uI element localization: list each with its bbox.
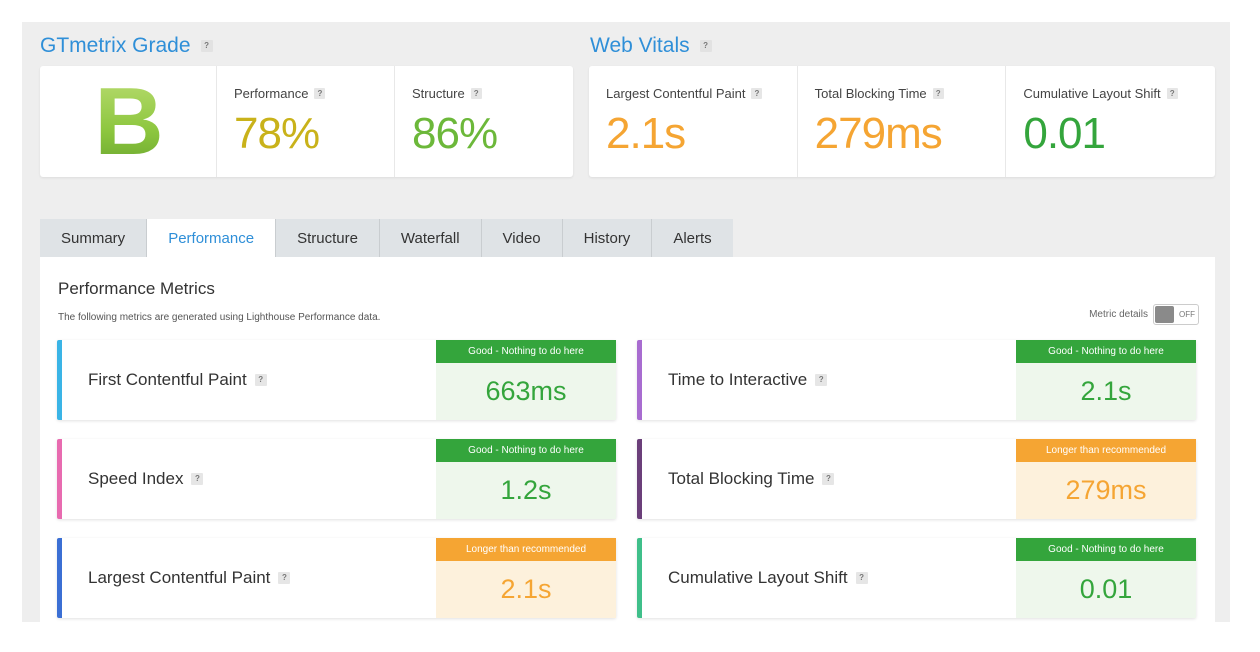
metric-color-bar xyxy=(57,538,62,618)
metric-status-badge: Longer than recommended xyxy=(1016,439,1196,462)
metric-status-badge: Good - Nothing to do here xyxy=(436,340,616,363)
help-icon[interactable]: ? xyxy=(191,473,204,485)
metric-name: Total Blocking Time ? xyxy=(642,439,1016,519)
metric-status-badge: Good - Nothing to do here xyxy=(1016,340,1196,363)
vital-tbt-label-text: Total Blocking Time xyxy=(814,86,927,101)
help-icon[interactable]: ? xyxy=(278,572,291,584)
metric-name: Speed Index ? xyxy=(62,439,436,519)
gtmetrix-grade-title-text: GTmetrix Grade xyxy=(40,34,191,57)
tab-alerts[interactable]: Alerts xyxy=(652,219,733,257)
metric-result: Longer than recommended 279ms xyxy=(1016,439,1196,519)
metric-name: Time to Interactive ? xyxy=(642,340,1016,420)
vital-tbt-label: Total Blocking Time ? xyxy=(815,86,1006,101)
performance-content: Performance Metrics The following metric… xyxy=(40,257,1215,637)
metric-row-fcp: First Contentful Paint ? Good - Nothing … xyxy=(57,340,616,420)
metric-name-text: Cumulative Layout Shift xyxy=(668,568,848,587)
tab-history[interactable]: History xyxy=(562,219,653,257)
web-vitals-card: Largest Contentful Paint ? 2.1s Total Bl… xyxy=(589,66,1215,177)
metric-details-label: Metric details xyxy=(1089,309,1148,320)
tab-waterfall[interactable]: Waterfall xyxy=(379,219,482,257)
metric-row-lcp: Largest Contentful Paint ? Longer than r… xyxy=(57,538,616,618)
metric-value: 2.1s xyxy=(1016,363,1196,420)
gtmetrix-grade-title: GTmetrix Grade ? xyxy=(40,34,213,58)
metric-color-bar xyxy=(637,439,642,519)
metric-name-text: Largest Contentful Paint xyxy=(88,568,271,587)
toggle-knob xyxy=(1155,306,1174,323)
web-vitals-title: Web Vitals ? xyxy=(590,34,712,58)
help-icon[interactable]: ? xyxy=(314,88,326,99)
help-icon[interactable]: ? xyxy=(1166,88,1178,99)
vital-lcp-label: Largest Contentful Paint ? xyxy=(606,86,797,101)
metric-row-tti: Time to Interactive ? Good - Nothing to … xyxy=(637,340,1196,420)
structure-label: Structure ? xyxy=(412,86,573,101)
metric-color-bar xyxy=(637,340,642,420)
help-icon[interactable]: ? xyxy=(254,374,267,386)
structure-label-text: Structure xyxy=(412,86,465,101)
toggle-state-text: OFF xyxy=(1179,310,1195,319)
metric-details-control: Metric details OFF xyxy=(1089,304,1199,325)
metric-name-text: Speed Index xyxy=(88,469,184,488)
metric-name-text: Time to Interactive xyxy=(668,370,808,389)
performance-metrics-title: Performance Metrics xyxy=(58,279,215,298)
performance-cell: Performance ? 78% xyxy=(217,66,395,177)
vital-tbt-cell: Total Blocking Time ? 279ms xyxy=(798,66,1007,177)
help-icon[interactable]: ? xyxy=(751,88,763,99)
tab-video[interactable]: Video xyxy=(481,219,563,257)
help-icon[interactable]: ? xyxy=(815,374,828,386)
metric-name: Cumulative Layout Shift ? xyxy=(642,538,1016,618)
metric-status-badge: Longer than recommended xyxy=(436,538,616,561)
metric-row-tbt: Total Blocking Time ? Longer than recomm… xyxy=(637,439,1196,519)
metric-status-badge: Good - Nothing to do here xyxy=(1016,538,1196,561)
performance-value: 78% xyxy=(234,109,320,158)
performance-label-text: Performance xyxy=(234,86,309,101)
vital-lcp-cell: Largest Contentful Paint ? 2.1s xyxy=(589,66,798,177)
metric-result: Good - Nothing to do here 2.1s xyxy=(1016,340,1196,420)
metric-result: Good - Nothing to do here 0.01 xyxy=(1016,538,1196,618)
metric-status-badge: Good - Nothing to do here xyxy=(436,439,616,462)
report-tabs: Summary Performance Structure Waterfall … xyxy=(40,219,733,257)
metric-result: Good - Nothing to do here 1.2s xyxy=(436,439,616,519)
vital-lcp-label-text: Largest Contentful Paint xyxy=(606,86,746,101)
vital-cls-cell: Cumulative Layout Shift ? 0.01 xyxy=(1006,66,1215,177)
tab-performance[interactable]: Performance xyxy=(147,219,277,257)
grade-card: B Performance ? 78% Structure ? 86% xyxy=(40,66,573,177)
help-icon[interactable]: ? xyxy=(699,40,712,52)
metric-value: 663ms xyxy=(436,363,616,420)
help-icon[interactable]: ? xyxy=(932,88,944,99)
performance-label: Performance ? xyxy=(234,86,394,101)
vital-cls-label-text: Cumulative Layout Shift xyxy=(1023,86,1161,101)
performance-metrics-subtitle: The following metrics are generated usin… xyxy=(58,312,381,323)
metric-row-speed-index: Speed Index ? Good - Nothing to do here … xyxy=(57,439,616,519)
metric-details-toggle[interactable]: OFF xyxy=(1153,304,1199,325)
metric-value: 1.2s xyxy=(436,462,616,519)
help-icon[interactable]: ? xyxy=(470,88,482,99)
metric-value: 0.01 xyxy=(1016,561,1196,618)
help-icon[interactable]: ? xyxy=(855,572,868,584)
web-vitals-title-text: Web Vitals xyxy=(590,34,690,57)
metric-name: First Contentful Paint ? xyxy=(62,340,436,420)
structure-value: 86% xyxy=(412,109,498,158)
grade-letter: B xyxy=(94,67,163,175)
metric-color-bar xyxy=(57,340,62,420)
tab-summary[interactable]: Summary xyxy=(40,219,148,257)
vital-cls-value: 0.01 xyxy=(1023,109,1106,158)
metric-color-bar xyxy=(57,439,62,519)
metric-result: Longer than recommended 2.1s xyxy=(436,538,616,618)
metric-color-bar xyxy=(637,538,642,618)
metric-value: 279ms xyxy=(1016,462,1196,519)
metric-name: Largest Contentful Paint ? xyxy=(62,538,436,618)
metric-result: Good - Nothing to do here 663ms xyxy=(436,340,616,420)
metric-row-cls: Cumulative Layout Shift ? Good - Nothing… xyxy=(637,538,1196,618)
metric-name-text: First Contentful Paint xyxy=(88,370,247,389)
metric-name-text: Total Blocking Time xyxy=(668,469,815,488)
grade-cell: B xyxy=(40,66,217,177)
vital-tbt-value: 279ms xyxy=(814,109,943,158)
structure-cell: Structure ? 86% xyxy=(395,66,573,177)
vital-cls-label: Cumulative Layout Shift ? xyxy=(1023,86,1215,101)
help-icon[interactable]: ? xyxy=(200,40,213,52)
metric-value: 2.1s xyxy=(436,561,616,618)
tab-structure[interactable]: Structure xyxy=(276,219,380,257)
help-icon[interactable]: ? xyxy=(822,473,835,485)
vital-lcp-value: 2.1s xyxy=(606,109,686,158)
